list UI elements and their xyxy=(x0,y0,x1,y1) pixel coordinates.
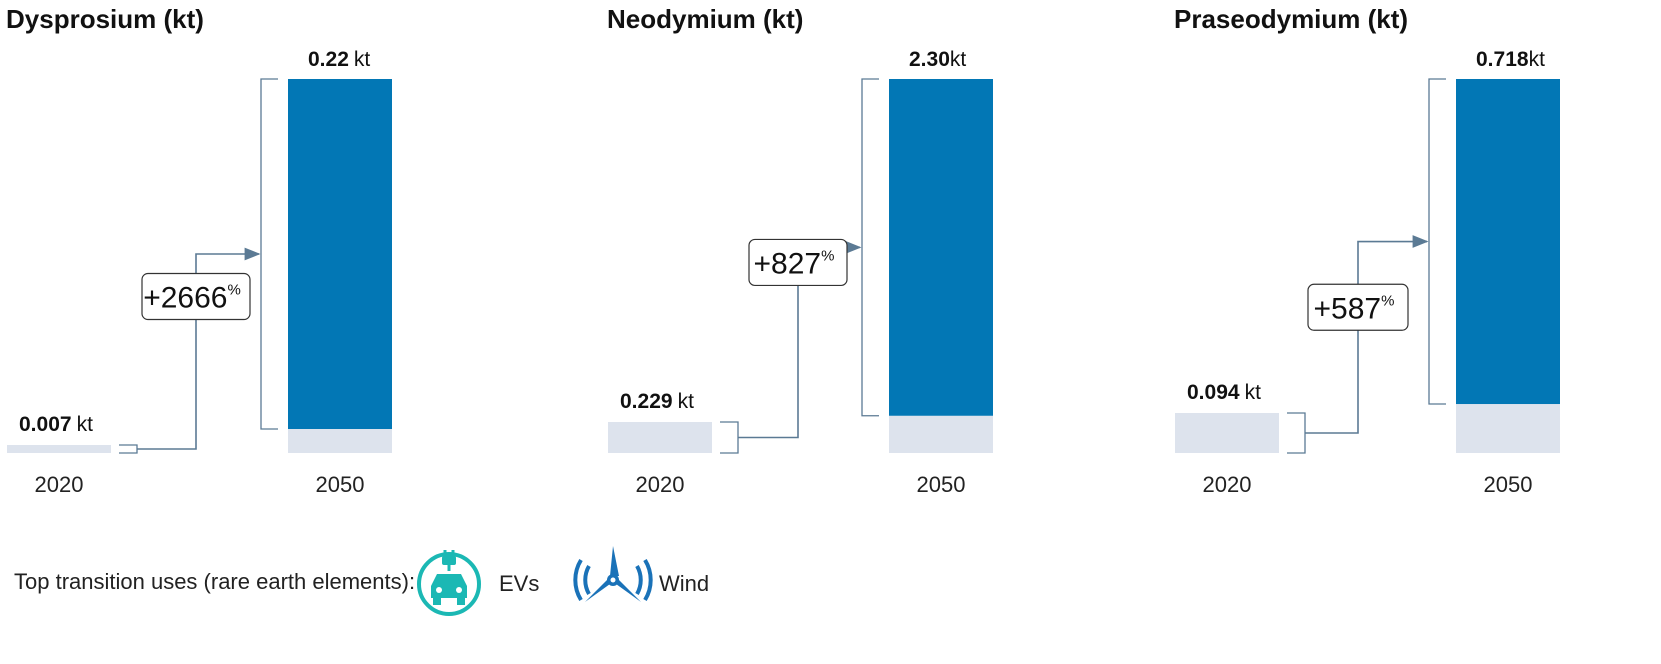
change-badge xyxy=(1307,283,1409,331)
change-label: +827% xyxy=(754,247,835,280)
bar-2020 xyxy=(7,445,111,453)
x-tick-label: 2050 xyxy=(1484,472,1533,497)
bar-2050-increase xyxy=(1456,79,1560,405)
ev-icon xyxy=(417,550,481,616)
change-badge xyxy=(748,238,848,287)
bracket-increase xyxy=(861,78,879,417)
value-label-2020: 0.094 kt xyxy=(1187,381,1261,404)
legend-item-evs: EVs xyxy=(499,571,539,596)
x-tick-label: 2020 xyxy=(1203,472,1252,497)
change-label: +2666% xyxy=(143,282,241,315)
chart-panel: Praseodymium (kt) 0.094 kt 0.718kt 2020 2050 +… xyxy=(1174,4,1560,497)
bar-2020 xyxy=(608,422,712,453)
bracket-increase xyxy=(260,78,278,430)
value-label-2020: 0.007 kt xyxy=(19,413,93,436)
wind-turbine-icon xyxy=(573,546,653,602)
bracket-2020 xyxy=(119,444,138,454)
bar-2020 xyxy=(1175,413,1279,453)
value-label-2050: 0.718kt xyxy=(1476,48,1545,71)
chart-title: Praseodymium (kt) xyxy=(1174,4,1408,34)
legend-label: Top transition uses (rare earth elements… xyxy=(14,569,415,594)
x-tick-label: 2020 xyxy=(636,472,685,497)
change-arrow xyxy=(137,247,261,450)
chart-panel: Dysprosium (kt) 0.007 kt 0.22 kt 2020 2050 +266… xyxy=(6,4,392,497)
bar-2050-increase xyxy=(889,79,993,416)
change-arrow xyxy=(1305,235,1429,434)
bracket-2020 xyxy=(720,421,739,454)
bracket-2020 xyxy=(1287,412,1306,454)
x-tick-label: 2020 xyxy=(35,472,84,497)
value-label-2050: 2.30kt xyxy=(909,48,966,71)
x-tick-label: 2050 xyxy=(917,472,966,497)
bar-2050-increase xyxy=(288,79,392,429)
chart-title: Dysprosium (kt) xyxy=(6,4,204,34)
change-label: +587% xyxy=(1314,292,1395,325)
bracket-increase xyxy=(1428,78,1446,405)
legend: Top transition uses (rare earth elements… xyxy=(14,546,709,616)
value-label-2050: 0.22 kt xyxy=(308,48,370,71)
legend-item-wind: Wind xyxy=(659,571,709,596)
bar-2050-base xyxy=(1456,404,1560,453)
bar-2050-base xyxy=(889,415,993,453)
x-tick-label: 2050 xyxy=(316,472,365,497)
chart-panel: Neodymium (kt) 0.229 kt 2.30kt 2020 2050 +827% xyxy=(607,4,993,497)
bar-2050-base xyxy=(288,429,392,453)
chart-title: Neodymium (kt) xyxy=(607,4,803,34)
change-badge xyxy=(141,272,251,321)
value-label-2020: 0.229 kt xyxy=(620,390,694,413)
